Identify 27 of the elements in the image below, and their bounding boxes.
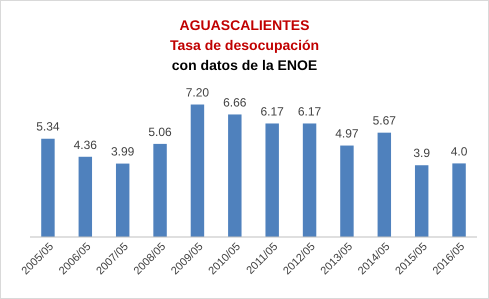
- data-label: 6.17: [298, 104, 322, 118]
- chart-subtitle: Tasa de desocupación: [170, 37, 320, 53]
- bar: [153, 144, 167, 237]
- bar: [190, 104, 204, 237]
- data-label: 3.99: [111, 144, 135, 159]
- data-label: 4.97: [335, 126, 359, 141]
- data-label: 7.20: [186, 86, 210, 100]
- bar: [265, 123, 279, 237]
- data-label: 5.34: [36, 120, 60, 134]
- data-label: 4.0: [450, 144, 468, 158]
- bar: [414, 165, 428, 237]
- text: con datos de la ENOE: [172, 57, 318, 73]
- data-label: 4.36: [74, 138, 98, 152]
- bar: [78, 156, 92, 237]
- bar: [228, 114, 242, 237]
- bar: [452, 163, 466, 237]
- chart-title: AGUASCALIENTES: [180, 17, 310, 33]
- data-label: 6.17: [260, 104, 284, 118]
- bar: [302, 123, 316, 237]
- bar: [378, 132, 392, 237]
- data-label: 5.06: [148, 124, 172, 139]
- bar: [41, 138, 55, 237]
- data-label: 6.66: [223, 95, 247, 110]
- bar: [116, 164, 130, 237]
- data-label: 3.9: [413, 146, 430, 160]
- bar: [340, 146, 354, 237]
- data-label: 5.67: [372, 114, 396, 128]
